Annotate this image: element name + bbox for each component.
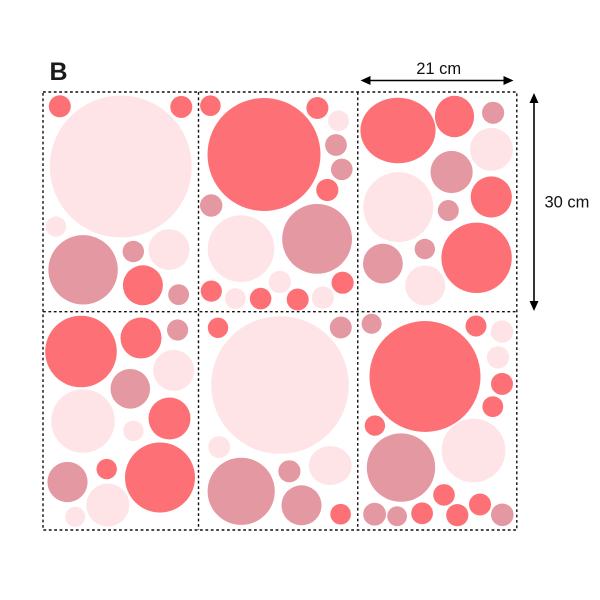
- svg-text:30 cm: 30 cm: [545, 194, 590, 212]
- svg-text:21 cm: 21 cm: [416, 60, 461, 78]
- svg-text:B: B: [50, 58, 68, 86]
